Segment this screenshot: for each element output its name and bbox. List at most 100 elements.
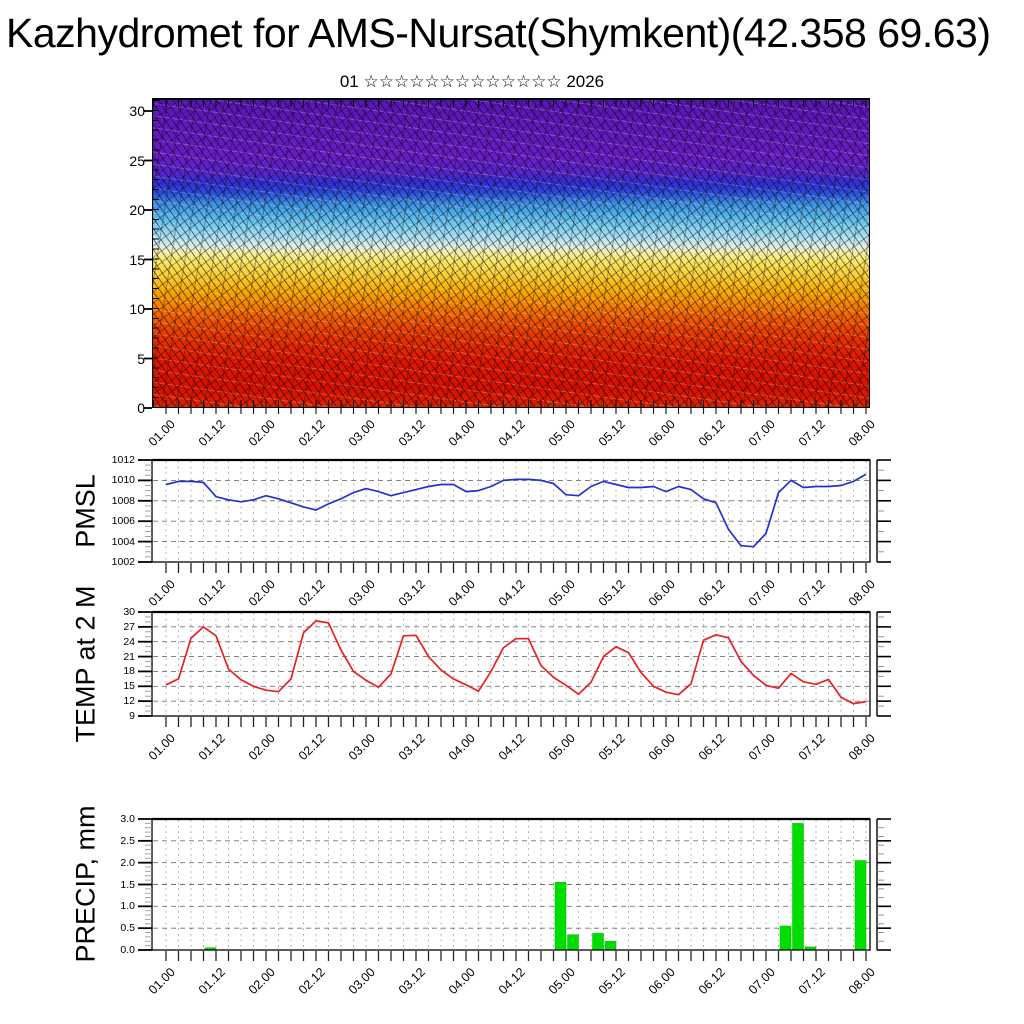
temp_2m-ytick-label: 15	[123, 680, 135, 693]
x-tick-label: 06.12	[695, 965, 728, 998]
precip-ytick-label: 3.0	[120, 813, 135, 825]
upper-ytick-label: 30	[129, 103, 145, 119]
precip-panel	[138, 817, 891, 961]
x-tick-label: 06.12	[695, 417, 728, 450]
x-tick-label: 03.00	[345, 417, 378, 450]
x-tick-label: 06.12	[695, 731, 728, 764]
x-tick-label: 07.00	[745, 731, 778, 764]
x-tick-label: 04.00	[445, 417, 478, 450]
x-tick-label: 04.12	[495, 577, 528, 610]
pmsl-series-line	[165, 473, 867, 548]
x-tick-label: 05.12	[595, 731, 628, 764]
pmsl-panel	[138, 458, 891, 573]
upper-ytick-label: 15	[129, 251, 145, 268]
x-tick-label: 04.00	[445, 577, 478, 610]
precip-ytick-label: 0.0	[120, 944, 135, 956]
temp_2m-ytick-label: 12	[123, 695, 135, 708]
x-tick-label: 06.00	[645, 965, 678, 998]
x-tick-label: 02.00	[245, 731, 278, 764]
precip-ytick-label: 1.5	[120, 878, 135, 891]
temp_2m-ytick-label: 30	[123, 606, 135, 618]
x-tick-label: 02.00	[245, 417, 278, 450]
x-tick-label: 07.00	[745, 577, 778, 610]
precip-ytick-label: 1.0	[120, 900, 135, 913]
x-tick-label: 07.12	[795, 731, 828, 764]
x-tick-label: 06.00	[645, 417, 678, 450]
x-tick-label: 03.00	[345, 731, 378, 764]
precip-ytick-label: 0.5	[120, 922, 135, 935]
x-tick-label: 05.12	[595, 965, 628, 998]
x-tick-label: 04.12	[495, 417, 528, 450]
x-tick-label: 07.12	[795, 965, 828, 998]
x-tick-label: 01.12	[195, 965, 228, 998]
precip-ytick-label: 2.5	[120, 834, 135, 847]
x-tick-label: 05.12	[595, 417, 628, 450]
upper-ytick-label: 25	[129, 152, 145, 169]
temp_2m-ytick-label: 27	[123, 620, 135, 633]
pmsl-ytick-label: 1010	[111, 474, 135, 487]
x-tick-label: 08.00	[845, 731, 878, 764]
pmsl-ytick-label: 1006	[111, 515, 135, 528]
upper-ytick-label: 0	[137, 400, 145, 416]
upper-ytick-label: 5	[137, 350, 145, 367]
x-tick-label: 01.00	[145, 731, 178, 764]
bottom-tick-strip	[153, 400, 869, 407]
x-tick-label: 07.12	[795, 577, 828, 610]
x-tick-label: 01.12	[195, 417, 228, 450]
x-tick-label: 01.12	[195, 577, 228, 610]
precip-bars	[204, 823, 867, 951]
wind-barb-texture	[153, 100, 869, 407]
x-tick-label: 05.00	[545, 577, 578, 610]
x-tick-label: 06.00	[645, 577, 678, 610]
x-tick-label: 05.00	[545, 417, 578, 450]
precip-ytick-label: 2.0	[120, 856, 135, 869]
x-tick-label: 07.12	[795, 417, 828, 450]
x-tick-label: 04.12	[495, 965, 528, 998]
upper-ytick-label: 20	[129, 202, 145, 218]
x-tick-label: 02.00	[245, 965, 278, 998]
x-tick-label: 01.12	[195, 731, 228, 764]
x-tick-label: 02.12	[295, 417, 328, 450]
x-tick-label: 03.12	[395, 577, 428, 610]
x-tick-label: 06.00	[645, 731, 678, 764]
x-tick-label: 04.12	[495, 731, 528, 764]
x-tick-label: 08.00	[845, 417, 878, 450]
top-tick-strip	[153, 100, 869, 107]
x-tick-label: 03.12	[395, 417, 428, 450]
x-tick-label: 03.12	[395, 965, 428, 998]
date-subtitle: 01 ☆☆☆☆☆☆☆☆☆☆☆☆☆ 2026	[339, 72, 605, 91]
temp_2m-ytick-label: 21	[123, 650, 135, 663]
x-tick-label: 03.12	[395, 731, 428, 764]
pmsl-ytick-label: 1008	[111, 494, 135, 507]
pmsl-ytick-label: 1012	[111, 454, 135, 466]
x-tick-label: 05.00	[545, 731, 578, 764]
x-tick-label: 05.12	[595, 577, 628, 610]
upper-air-cross-section-panel	[152, 98, 870, 408]
x-tick-label: 03.00	[345, 577, 378, 610]
x-tick-label: 01.00	[145, 965, 178, 998]
x-tick-label: 04.00	[445, 965, 478, 998]
x-tick-label: 06.12	[695, 577, 728, 610]
temp_2m-ytick-label: 18	[123, 665, 135, 678]
x-tick-label: 04.00	[445, 731, 478, 764]
x-tick-label: 02.12	[295, 731, 328, 764]
page-title: Kazhydromet for AMS-Nursat(Shymkent)(42.…	[6, 10, 991, 56]
temp_2m-ytick-label: 9	[129, 710, 135, 722]
temp_2m-ytick-label: 24	[123, 635, 135, 648]
x-tick-label: 08.00	[845, 965, 878, 998]
x-tick-label: 05.00	[545, 965, 578, 998]
x-tick-label: 01.00	[145, 417, 178, 450]
x-tick-label: 08.00	[845, 577, 878, 610]
x-tick-label: 02.12	[295, 965, 328, 998]
x-tick-label: 02.00	[245, 577, 278, 610]
x-tick-label: 03.00	[345, 965, 378, 998]
x-tick-label: 07.00	[745, 417, 778, 450]
x-tick-label: 02.12	[295, 577, 328, 610]
x-tick-label: 01.00	[145, 577, 178, 610]
x-tick-label: 07.00	[745, 965, 778, 998]
pmsl-ytick-label: 1002	[111, 556, 135, 568]
pmsl-ytick-label: 1004	[111, 535, 135, 548]
left-tick-strip	[153, 100, 159, 407]
temp_2m-panel	[138, 610, 891, 727]
